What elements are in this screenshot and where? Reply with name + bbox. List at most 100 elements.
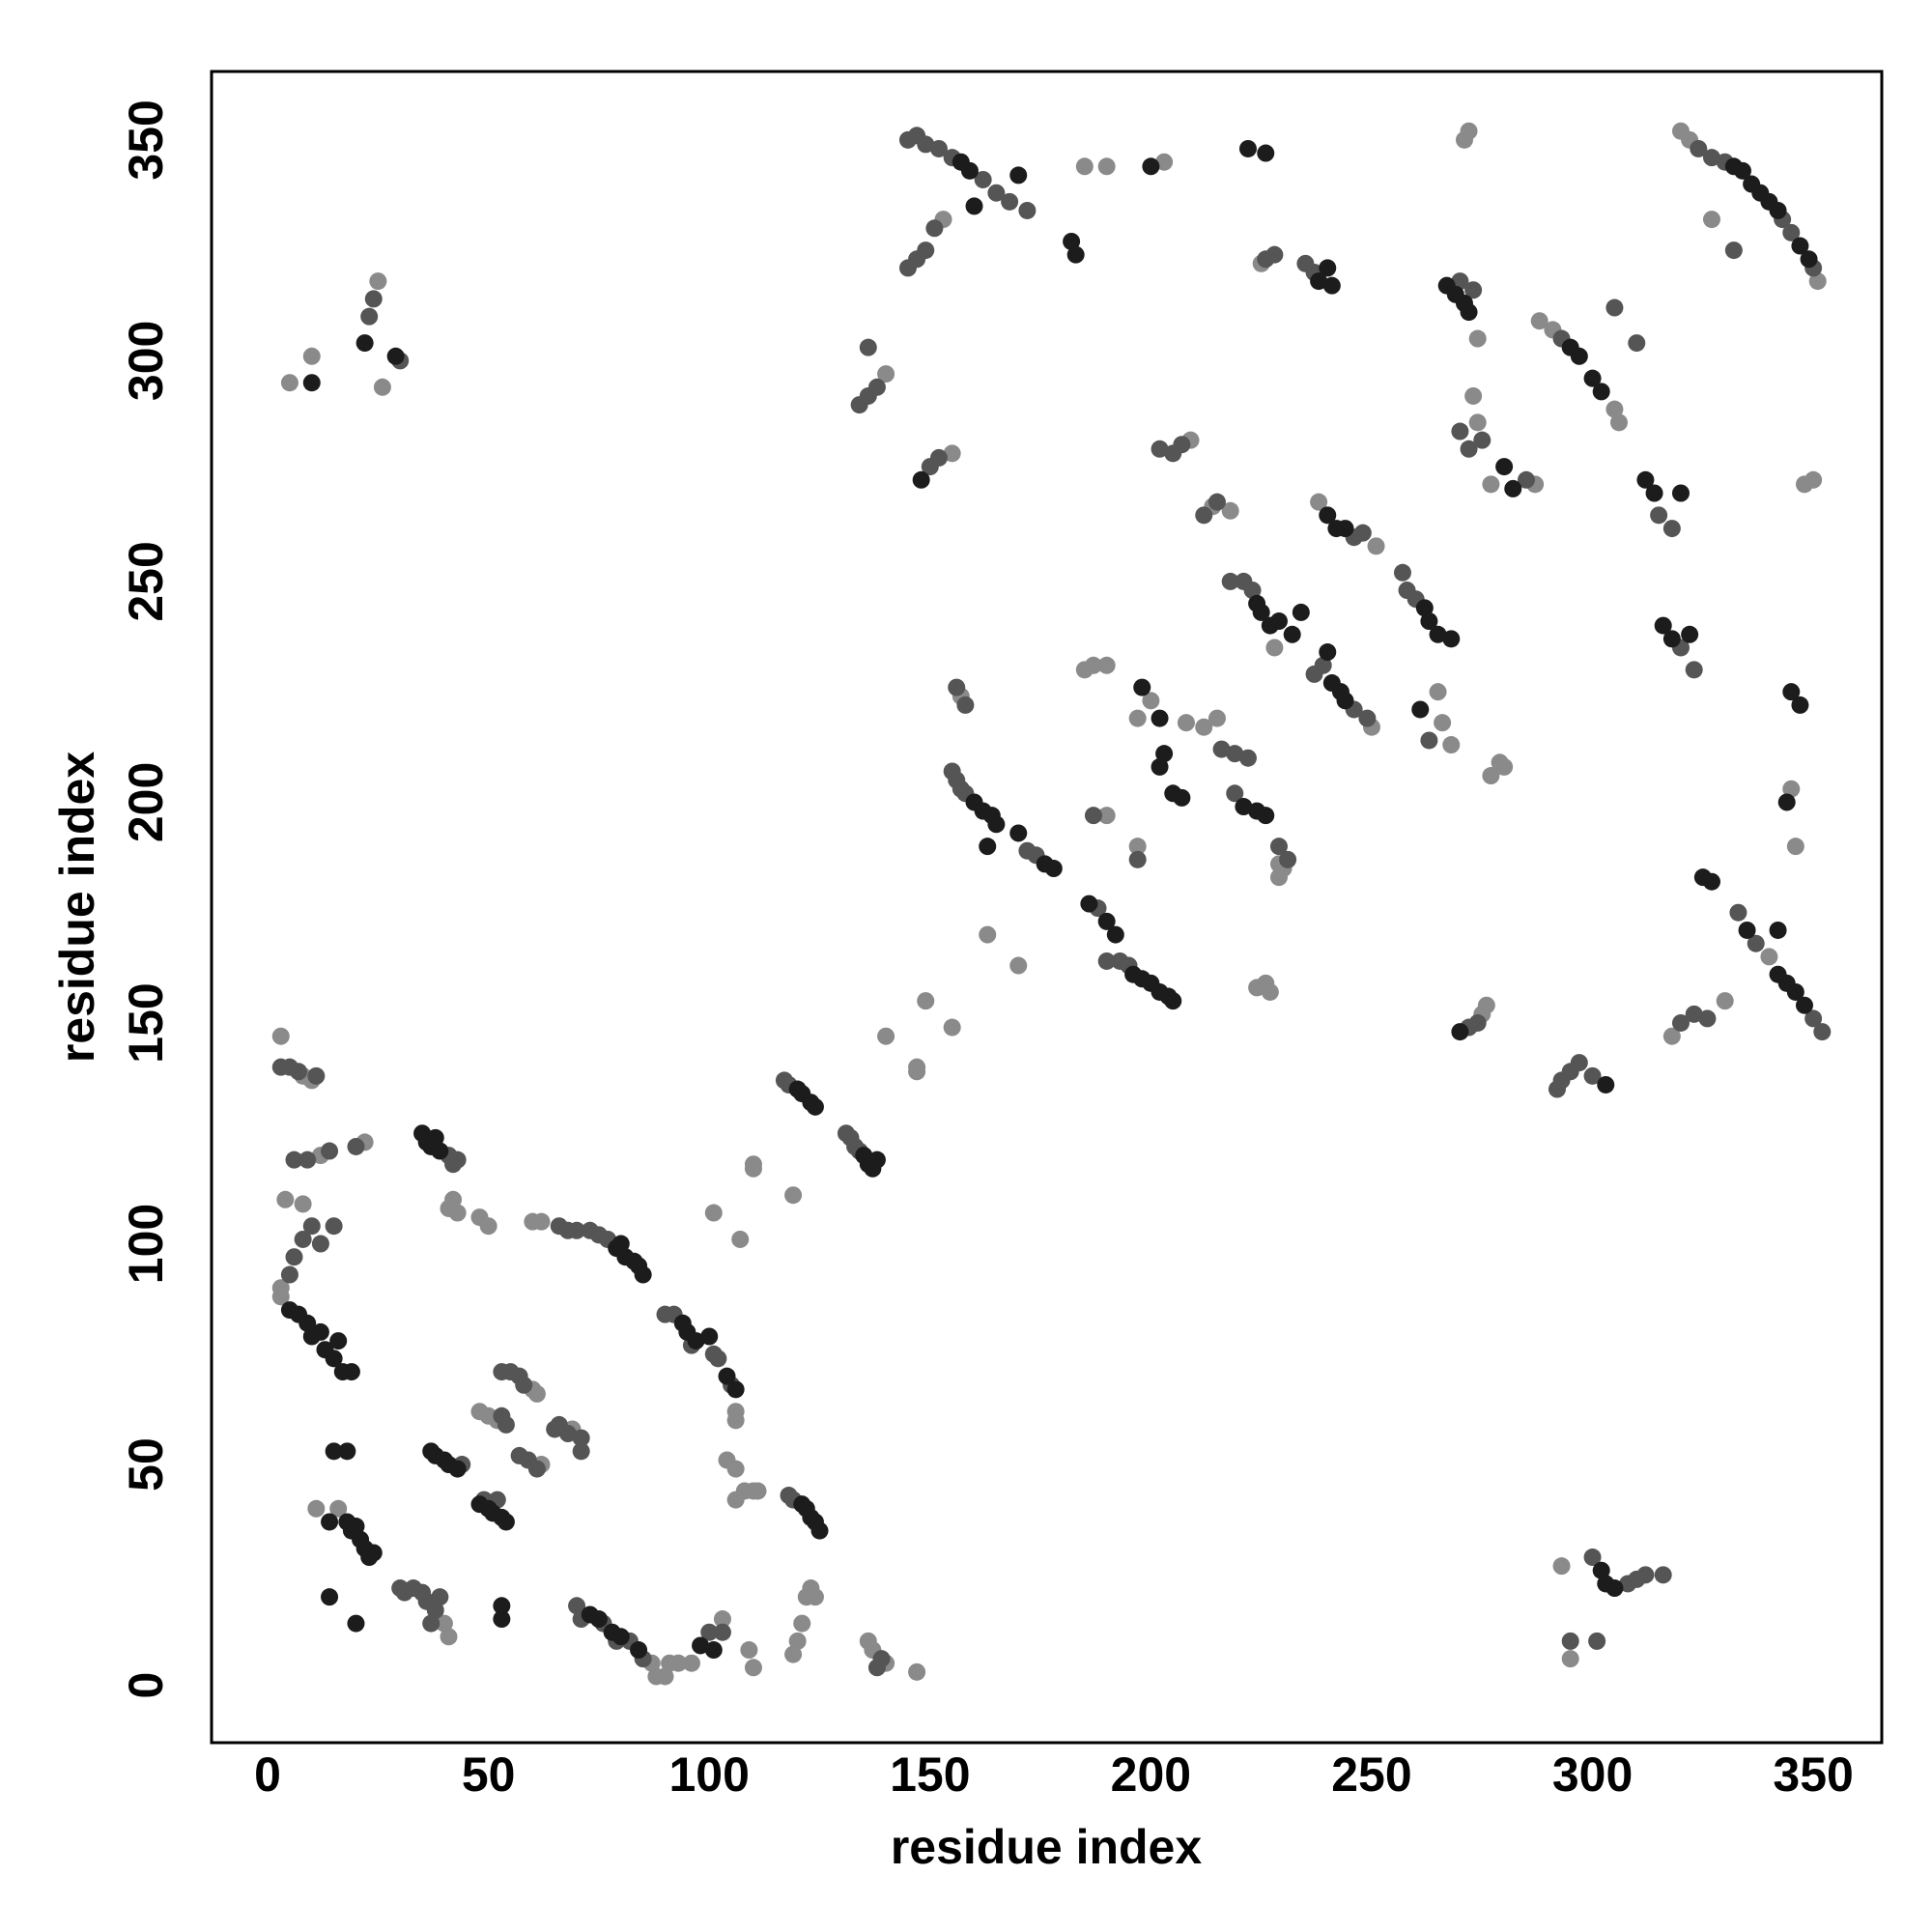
point — [1468, 329, 1487, 348]
point — [1747, 934, 1765, 952]
point — [979, 925, 997, 944]
point — [744, 1659, 762, 1677]
point — [1238, 749, 1257, 767]
x-tick-label: 50 — [462, 1747, 516, 1802]
point — [307, 1066, 326, 1085]
point — [1451, 272, 1469, 291]
point — [1269, 868, 1288, 887]
point — [1319, 259, 1337, 277]
point — [1645, 484, 1663, 502]
point — [1195, 718, 1213, 736]
point — [325, 1350, 343, 1368]
point — [558, 1425, 577, 1443]
point — [1681, 625, 1699, 643]
point — [1133, 678, 1151, 696]
point — [347, 1614, 365, 1633]
point — [611, 1628, 630, 1646]
y-tick-label: 0 — [119, 1672, 173, 1699]
point — [1151, 440, 1169, 458]
point — [806, 1097, 824, 1116]
point — [1310, 493, 1328, 511]
point — [493, 1597, 511, 1615]
point — [1609, 413, 1628, 432]
point — [1106, 925, 1124, 944]
point — [1800, 250, 1818, 269]
point — [527, 1384, 546, 1403]
point — [426, 1128, 444, 1147]
point — [1729, 903, 1747, 922]
point — [1221, 572, 1239, 590]
point — [1358, 709, 1377, 727]
point — [325, 1217, 343, 1236]
point — [700, 1327, 719, 1346]
point — [1769, 201, 1787, 219]
point — [1530, 312, 1548, 330]
point — [1654, 1566, 1672, 1584]
point — [280, 1265, 298, 1284]
point — [1782, 683, 1801, 701]
x-tick-label: 150 — [890, 1747, 970, 1802]
point — [448, 1460, 467, 1478]
point — [285, 1151, 303, 1169]
point — [713, 1623, 731, 1641]
point — [444, 1190, 463, 1208]
x-tick-label: 350 — [1773, 1747, 1853, 1802]
point — [302, 347, 321, 365]
point — [1473, 431, 1492, 449]
x-tick-label: 200 — [1111, 1747, 1191, 1802]
point — [497, 1415, 515, 1434]
point — [1393, 563, 1411, 582]
point — [704, 1204, 723, 1222]
point — [364, 290, 383, 308]
point — [1662, 520, 1681, 538]
point — [1221, 501, 1239, 520]
point — [1662, 630, 1681, 648]
point — [364, 1544, 383, 1562]
point — [1690, 139, 1708, 157]
point — [497, 1513, 515, 1531]
point — [285, 1248, 303, 1266]
point — [872, 1650, 891, 1668]
y-tick-label: 150 — [119, 982, 173, 1063]
point — [1685, 1005, 1703, 1023]
point — [1001, 192, 1019, 211]
point — [1084, 656, 1102, 674]
point — [568, 1221, 586, 1239]
point — [1208, 709, 1226, 727]
point — [1605, 1579, 1624, 1598]
point — [1319, 506, 1337, 525]
point — [1097, 157, 1116, 176]
point — [1804, 470, 1823, 489]
point — [731, 1230, 750, 1248]
point — [867, 378, 886, 396]
point — [1804, 1009, 1823, 1028]
point — [1702, 211, 1720, 229]
point — [1786, 982, 1804, 1001]
point — [1353, 524, 1372, 542]
point — [611, 1235, 630, 1253]
point — [1808, 272, 1827, 291]
point — [1226, 745, 1244, 763]
point — [1151, 757, 1169, 776]
point — [1685, 661, 1703, 679]
point — [355, 334, 374, 353]
point — [943, 444, 961, 463]
point — [493, 1610, 511, 1629]
y-tick-label: 100 — [119, 1204, 173, 1284]
point — [1128, 850, 1147, 868]
point — [1561, 1632, 1579, 1650]
point — [908, 1662, 926, 1681]
y-tick-label: 200 — [119, 762, 173, 842]
point — [726, 1411, 745, 1430]
point — [859, 338, 877, 356]
point — [1212, 740, 1231, 758]
point — [1813, 1023, 1832, 1041]
point — [1451, 1023, 1469, 1041]
point — [1235, 798, 1253, 816]
point — [338, 1442, 356, 1461]
point — [1654, 616, 1672, 635]
point — [687, 1332, 705, 1350]
point — [1292, 603, 1310, 621]
point — [294, 1230, 312, 1248]
point — [682, 1654, 700, 1672]
